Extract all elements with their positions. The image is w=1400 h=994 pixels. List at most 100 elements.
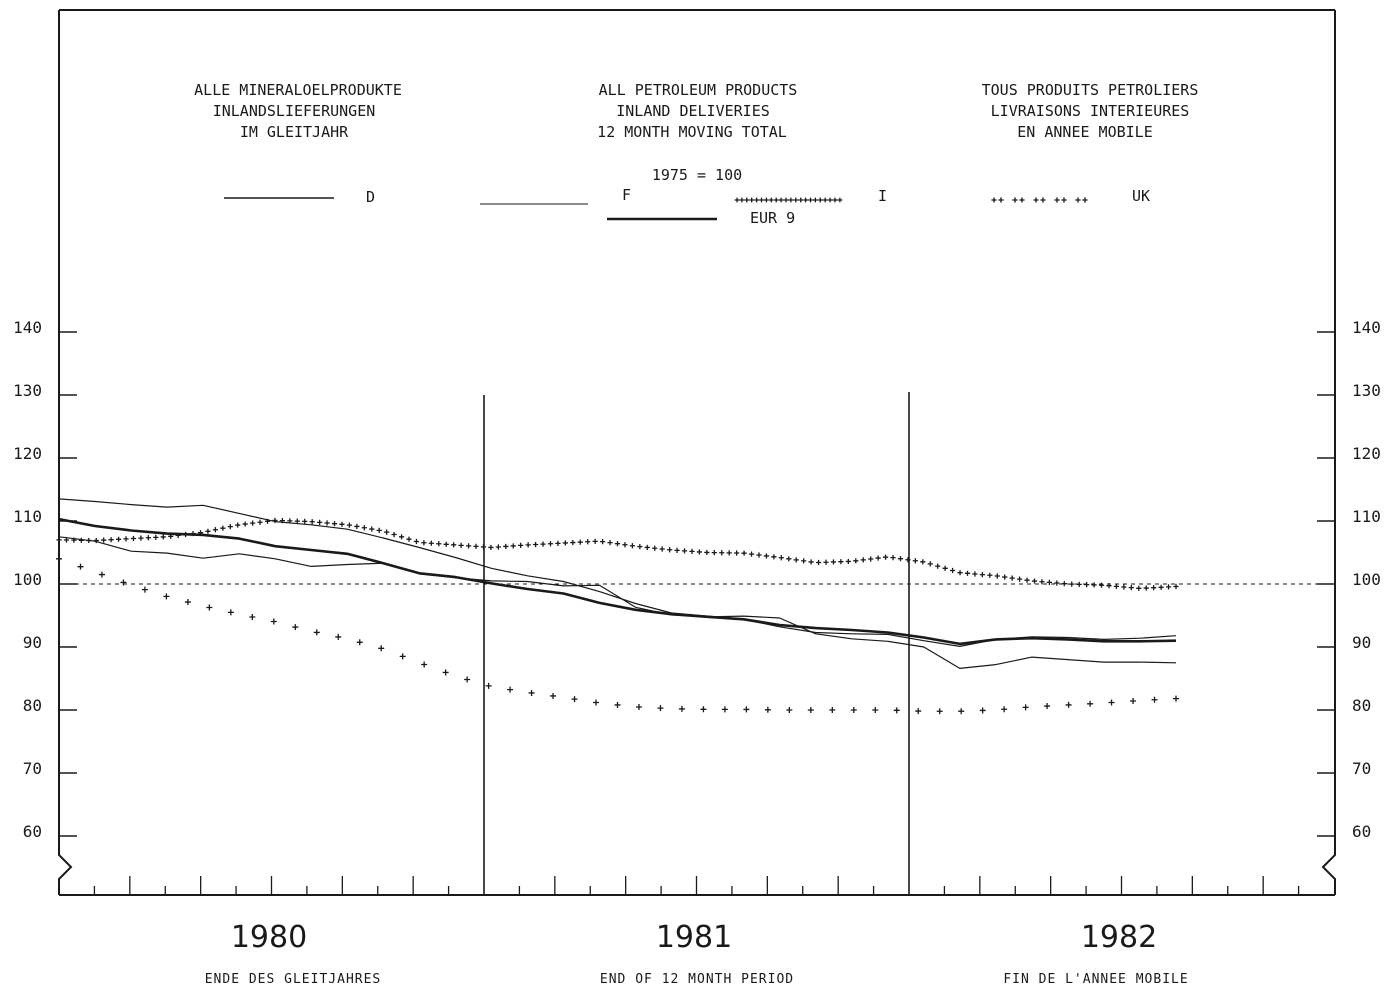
legend-cross-uk-b-0 [998,197,1004,203]
series-point-i-90 [726,550,732,556]
legend-cross-i-4 [754,197,759,203]
series-point-i-85 [689,548,695,555]
y-axis-right: 140 130 120 110 100 90 80 70 60 [1317,318,1381,841]
series-point-uk-15 [378,645,385,652]
header-en-line-3: 12 MONTH MOVING TOTAL [597,123,787,141]
series-point-i-122 [964,570,971,576]
series-point-i-105 [838,559,844,565]
series-point-i-36 [324,520,330,526]
series-point-i-142 [1113,583,1120,589]
series-point-i-2 [71,537,77,543]
series-line-eur9 [58,517,1177,646]
series-point-i-137 [1076,581,1082,587]
series-point-i-25 [242,521,248,527]
series-point-i-76 [622,542,628,548]
header-de-line-1: ALLE MINERALOELPRODUKTE [194,81,402,99]
series-uk [56,555,1179,715]
series-point-i-92 [741,550,747,556]
legend-label-f: F [622,186,631,204]
series-point-uk-7 [206,604,213,611]
series-point-i-82 [667,547,673,553]
series-point-i-78 [637,544,643,550]
series-point-i-87 [704,549,710,556]
series-point-i-104 [830,559,837,565]
series-point-i-136 [1069,581,1075,587]
series-point-uk-48 [1087,700,1094,707]
legend-label-uk: UK [1132,187,1150,205]
series-point-i-89 [719,550,725,556]
legend-cross-i-12 [793,197,799,203]
series-point-uk-43 [979,707,986,714]
series-point-i-86 [696,549,703,555]
y-tick-label-right-140: 140 [1352,318,1381,337]
series-point-i-117 [927,561,933,567]
legend-cross-i-2 [744,197,750,203]
series-point-uk-0 [56,555,62,562]
series-point-i-0 [56,537,62,543]
legend-cross-uk-b-2 [1040,197,1046,203]
series-point-i-50 [428,540,434,546]
series-point-i-140 [1098,582,1105,588]
series-point-i-55 [465,543,472,549]
series-point-i-51 [436,541,442,547]
series-point-i-70 [577,539,583,545]
series-point-i-28 [264,518,271,524]
series-point-i-19 [197,530,204,536]
series-point-uk-40 [915,708,922,715]
series-f [58,536,1177,670]
series-point-uk-25 [593,699,600,706]
series-point-i-71 [585,539,591,545]
series-point-i-17 [182,531,189,538]
series-point-i-80 [652,545,658,551]
series-point-i-144 [1128,585,1134,591]
series-point-i-100 [801,558,807,564]
series-point-i-22 [220,525,226,531]
series-point-i-73 [600,538,606,545]
series-point-uk-4 [141,586,148,593]
series-point-uk-19 [464,676,471,683]
legend-cross-i-0 [734,197,740,203]
y-tick-label-right-100: 100 [1352,570,1381,589]
series-point-i-61 [510,543,516,549]
series-i [56,517,1179,591]
series-point-i-145 [1136,585,1142,591]
series-point-i-93 [748,551,755,557]
series-point-i-9 [123,536,129,542]
series-point-i-7 [108,537,114,543]
series-point-i-5 [93,537,99,544]
legend-cross-uk-b-4 [1082,197,1088,203]
legend-cross-i-3 [749,197,755,203]
year-label-1981: 1981 [656,920,732,955]
series-point-i-39 [346,522,353,528]
series-layer [56,498,1179,715]
series-point-uk-22 [528,689,535,696]
series-point-i-10 [130,535,137,542]
series-point-i-52 [443,541,449,547]
footer-de: ENDE DES GLEITJAHRES [205,972,382,987]
series-point-i-54 [458,542,464,548]
legend-cross-i-1 [739,197,745,203]
y-tick-label-right-70: 70 [1352,759,1371,778]
series-point-i-108 [860,557,866,563]
legend-cross-uk-a-2 [1033,197,1039,203]
series-point-i-53 [451,542,457,548]
header-fr-line-2: LIVRAISONS INTERIEURES [991,102,1190,120]
series-point-i-109 [868,556,874,562]
series-point-uk-16 [399,653,406,660]
legend: D F EUR 9 I UK [224,186,1150,227]
series-point-i-148 [1158,584,1164,590]
y-tick-label-right-120: 120 [1352,444,1381,463]
series-point-uk-14 [356,639,363,646]
legend-cross-i-18 [822,197,828,203]
y-tick-label-left-70: 70 [23,759,42,778]
series-point-i-64 [532,541,539,548]
series-point-uk-32 [743,706,750,713]
y-tick-label-left-110: 110 [13,507,42,526]
legend-cross-uk-b-3 [1061,197,1067,203]
series-point-i-4 [86,537,92,544]
series-point-i-67 [555,540,561,546]
series-point-i-132 [1039,579,1045,585]
series-point-uk-5 [163,593,170,600]
series-point-uk-51 [1151,696,1158,703]
series-point-uk-13 [335,633,342,640]
